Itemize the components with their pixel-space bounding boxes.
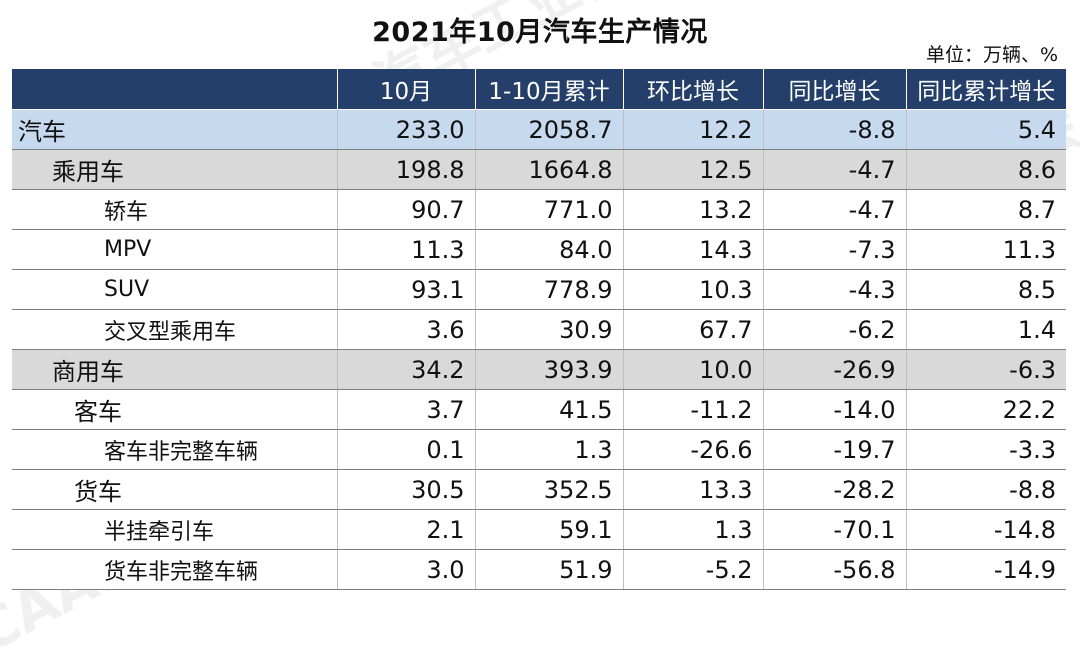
- row-label: 交叉型乘用车: [12, 309, 338, 350]
- cell-october: 30.5: [337, 469, 476, 510]
- cell-yoy-cumulative-growth: -6.3: [906, 349, 1066, 390]
- cell-cumulative: 1.3: [475, 429, 624, 470]
- cell-cumulative: 393.9: [475, 349, 624, 390]
- cell-yoy-cumulative-growth: 8.6: [906, 149, 1066, 190]
- table-row: 客车非完整车辆 0.1 1.3 -26.6 -19.7 -3.3: [12, 429, 1066, 470]
- cell-yoy-cumulative-growth: -3.3: [906, 429, 1066, 470]
- unit-label: 单位：万辆、%: [925, 44, 1058, 66]
- table-row: SUV 93.1 778.9 10.3 -4.3 8.5: [12, 269, 1066, 310]
- cell-cumulative: 771.0: [475, 189, 624, 230]
- table-row: 货车非完整车辆 3.0 51.9 -5.2 -56.8 -14.9: [12, 549, 1066, 590]
- cell-yoy-cumulative-growth: -8.8: [906, 469, 1066, 510]
- cell-october: 90.7: [337, 189, 476, 230]
- row-label: 货车: [12, 469, 338, 510]
- cell-october: 2.1: [337, 509, 476, 550]
- cell-yoy-growth: -28.2: [763, 469, 907, 510]
- table-body: 汽车 233.0 2058.7 12.2 -8.8 5.4 乘用车 198.8 1664.8 12…: [12, 109, 1066, 590]
- cell-yoy-cumulative-growth: 8.7: [906, 189, 1066, 230]
- cell-mom-growth: -5.2: [623, 549, 764, 590]
- row-label: 汽车: [12, 109, 338, 150]
- table-row: 汽车 233.0 2058.7 12.2 -8.8 5.4: [12, 109, 1066, 150]
- cell-yoy-growth: -4.7: [763, 149, 907, 190]
- row-label: SUV: [12, 269, 338, 310]
- cell-cumulative: 84.0: [475, 229, 624, 270]
- table-row: 半挂牵引车 2.1 59.1 1.3 -70.1 -14.8: [12, 509, 1066, 550]
- header-cumulative: 1-10月累计: [475, 69, 624, 110]
- production-table: 10月 1-10月累计 环比增长 同比增长 同比累计增长 汽车 233.0 2058…: [12, 69, 1066, 590]
- cell-cumulative: 59.1: [475, 509, 624, 550]
- cell-october: 198.8: [337, 149, 476, 190]
- cell-yoy-growth: -4.3: [763, 269, 907, 310]
- cell-mom-growth: 13.2: [623, 189, 764, 230]
- cell-yoy-growth: -4.7: [763, 189, 907, 230]
- cell-mom-growth: -11.2: [623, 389, 764, 430]
- header-mom-growth: 环比增长: [623, 69, 764, 110]
- cell-yoy-cumulative-growth: 11.3: [906, 229, 1066, 270]
- cell-yoy-growth: -6.2: [763, 309, 907, 350]
- cell-mom-growth: -26.6: [623, 429, 764, 470]
- cell-october: 3.7: [337, 389, 476, 430]
- table-row: 乘用车 198.8 1664.8 12.5 -4.7 8.6: [12, 149, 1066, 190]
- cell-october: 3.6: [337, 309, 476, 350]
- table-row: 轿车 90.7 771.0 13.2 -4.7 8.7: [12, 189, 1066, 230]
- row-label: 商用车: [12, 349, 338, 390]
- cell-mom-growth: 1.3: [623, 509, 764, 550]
- cell-yoy-growth: -14.0: [763, 389, 907, 430]
- table-row: 商用车 34.2 393.9 10.0 -26.9 -6.3: [12, 349, 1066, 390]
- cell-yoy-cumulative-growth: 8.5: [906, 269, 1066, 310]
- cell-mom-growth: 13.3: [623, 469, 764, 510]
- cell-october: 93.1: [337, 269, 476, 310]
- cell-yoy-growth: -26.9: [763, 349, 907, 390]
- cell-cumulative: 778.9: [475, 269, 624, 310]
- cell-mom-growth: 12.2: [623, 109, 764, 150]
- cell-october: 0.1: [337, 429, 476, 470]
- cell-yoy-cumulative-growth: 5.4: [906, 109, 1066, 150]
- cell-yoy-cumulative-growth: -14.9: [906, 549, 1066, 590]
- row-label: MPV: [12, 229, 338, 270]
- row-label: 客车: [12, 389, 338, 430]
- cell-yoy-growth: -56.8: [763, 549, 907, 590]
- header-yoy-growth: 同比增长: [763, 69, 907, 110]
- row-label: 乘用车: [12, 149, 338, 190]
- page-title: 2021年10月汽车生产情况: [372, 17, 708, 48]
- cell-yoy-growth: -8.8: [763, 109, 907, 150]
- cell-yoy-growth: -19.7: [763, 429, 907, 470]
- table-row: MPV 11.3 84.0 14.3 -7.3 11.3: [12, 229, 1066, 270]
- cell-mom-growth: 10.3: [623, 269, 764, 310]
- table-row: 交叉型乘用车 3.6 30.9 67.7 -6.2 1.4: [12, 309, 1066, 350]
- cell-cumulative: 352.5: [475, 469, 624, 510]
- cell-mom-growth: 67.7: [623, 309, 764, 350]
- cell-yoy-growth: -7.3: [763, 229, 907, 270]
- cell-october: 233.0: [337, 109, 476, 150]
- cell-yoy-cumulative-growth: -14.8: [906, 509, 1066, 550]
- cell-october: 11.3: [337, 229, 476, 270]
- cell-mom-growth: 14.3: [623, 229, 764, 270]
- cell-yoy-cumulative-growth: 1.4: [906, 309, 1066, 350]
- row-label: 半挂牵引车: [12, 509, 338, 550]
- cell-cumulative: 2058.7: [475, 109, 624, 150]
- table-row: 货车 30.5 352.5 13.3 -28.2 -8.8: [12, 469, 1066, 510]
- cell-cumulative: 51.9: [475, 549, 624, 590]
- cell-cumulative: 1664.8: [475, 149, 624, 190]
- cell-mom-growth: 10.0: [623, 349, 764, 390]
- table-row: 客车 3.7 41.5 -11.2 -14.0 22.2: [12, 389, 1066, 430]
- cell-mom-growth: 12.5: [623, 149, 764, 190]
- row-label: 轿车: [12, 189, 338, 230]
- header-category: [12, 69, 338, 110]
- cell-cumulative: 30.9: [475, 309, 624, 350]
- row-label: 客车非完整车辆: [12, 429, 338, 470]
- cell-cumulative: 41.5: [475, 389, 624, 430]
- row-label: 货车非完整车辆: [12, 549, 338, 590]
- cell-october: 34.2: [337, 349, 476, 390]
- cell-yoy-cumulative-growth: 22.2: [906, 389, 1066, 430]
- header-yoy-cumulative-growth: 同比累计增长: [906, 69, 1066, 110]
- cell-yoy-growth: -70.1: [763, 509, 907, 550]
- cell-october: 3.0: [337, 549, 476, 590]
- table-header-row: 10月 1-10月累计 环比增长 同比增长 同比累计增长: [12, 69, 1066, 110]
- header-october: 10月: [337, 69, 476, 110]
